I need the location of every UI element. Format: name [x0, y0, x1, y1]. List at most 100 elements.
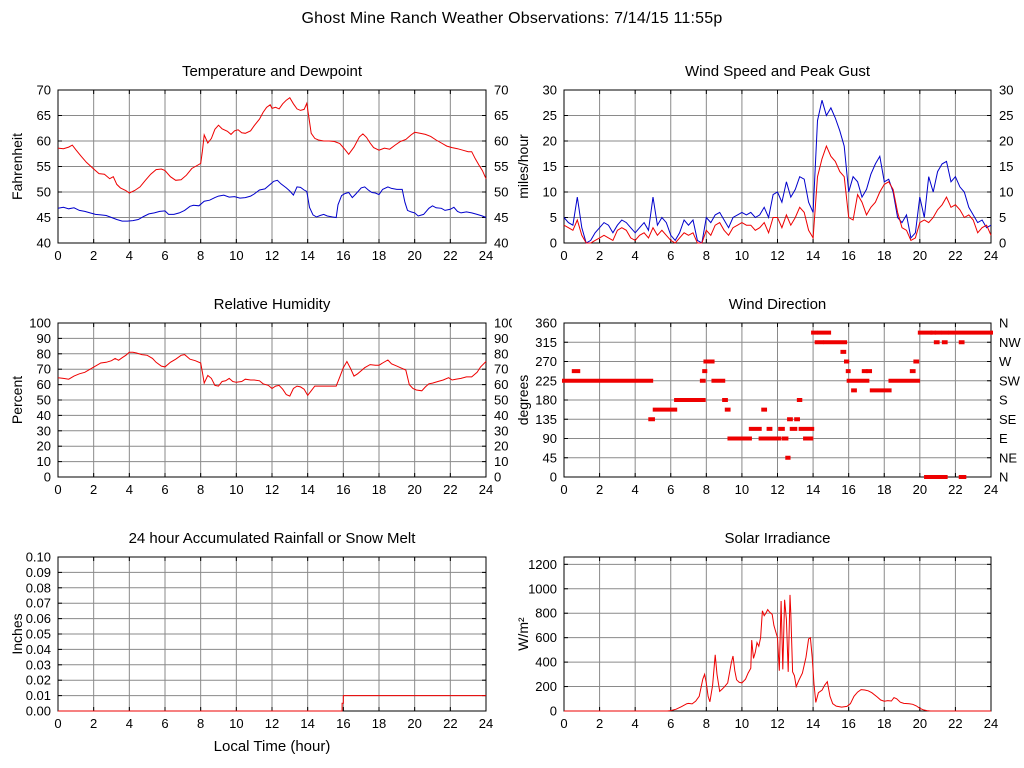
chart-title: Wind Direction: [729, 296, 827, 313]
y-tick-label: 1000: [528, 581, 557, 596]
y-tick-label-right: 50: [494, 185, 508, 200]
y-tick-label: 0.01: [26, 688, 51, 703]
scatter-run-wind-direction: [785, 455, 791, 460]
y-tick-label: 40: [37, 236, 51, 251]
y-tick-label: 55: [37, 159, 51, 174]
y-tick-label-right: 70: [494, 83, 508, 98]
y-tick-label: 0.02: [26, 673, 51, 688]
x-tick-label: 10: [735, 482, 749, 497]
scatter-run-wind-direction: [933, 340, 940, 345]
x-tick-label: 8: [197, 716, 204, 731]
x-tick-label: 10: [735, 248, 749, 263]
x-tick-label: 4: [126, 248, 133, 263]
scatter-run-wind-direction: [814, 340, 824, 345]
scatter-run-wind-direction: [928, 475, 936, 479]
scatter-run-wind-direction: [823, 340, 848, 345]
scatter-run-wind-direction: [888, 378, 921, 383]
scatter-run-wind-direction: [674, 398, 706, 402]
scatter-run-wind-direction: [940, 330, 949, 335]
y-tick-label: 50: [37, 393, 51, 408]
y-tick-label: 600: [535, 630, 557, 645]
x-tick-label: 18: [372, 248, 386, 263]
series-dewpoint: [57, 179, 487, 222]
x-tick-label: 8: [197, 482, 204, 497]
scatter-run-wind-direction: [796, 398, 803, 402]
y-tick-label: 45: [543, 450, 557, 465]
scatter-run-wind-direction: [924, 475, 932, 479]
y-tick-label-right: N: [999, 470, 1008, 485]
y-tick-label-right: SE: [999, 412, 1017, 427]
x-tick-label: 2: [596, 482, 603, 497]
chart-rainfall: 0.00 0.01 0.02 0.03 0.04 0.05 0.06 0.07 0.08 0.09…: [0, 525, 512, 768]
scatter-run-wind-direction: [843, 359, 850, 364]
x-tick-label: 12: [265, 248, 279, 263]
y-tick-label-right: 30: [999, 83, 1013, 98]
x-tick-label: 22: [948, 716, 962, 731]
y-tick-label-right: NE: [999, 450, 1017, 465]
x-tick-label: 20: [407, 716, 421, 731]
chart-title: 24 hour Accumulated Rainfall or Snow Mel…: [129, 530, 417, 547]
scatter-run-wind-direction: [958, 340, 965, 345]
scatter-run-wind-direction: [699, 378, 706, 383]
x-tick-label: 0: [54, 482, 61, 497]
y-tick-label-right: 45: [494, 210, 508, 225]
x-tick-label: 20: [913, 482, 927, 497]
scatter-run-wind-direction: [913, 359, 920, 364]
scatter-run-wind-direction: [766, 426, 773, 431]
x-tick-label: 16: [336, 248, 350, 263]
y-tick-label: 0.08: [26, 580, 51, 595]
y-tick-label: 0.06: [26, 611, 51, 626]
x-tick-label: 24: [479, 482, 493, 497]
series-wind-speed: [563, 144, 992, 244]
x-tick-label: 16: [841, 248, 855, 263]
y-tick-label-right: 20: [494, 439, 508, 454]
x-tick-label: 14: [300, 482, 314, 497]
x-tick-label: 6: [667, 716, 674, 731]
x-tick-label: 16: [336, 482, 350, 497]
x-tick-label: 12: [265, 716, 279, 731]
x-tick-label: 6: [161, 716, 168, 731]
y-tick-label-right: SW: [999, 373, 1021, 388]
scatter-run-wind-direction: [909, 369, 916, 374]
x-tick-label: 2: [90, 248, 97, 263]
scatter-run-wind-direction: [846, 378, 870, 383]
scatter-run-wind-direction: [571, 369, 581, 374]
x-tick-label: 14: [806, 248, 820, 263]
y-tick-label-right: 90: [494, 331, 508, 346]
chart-title: Temperature and Dewpoint: [182, 63, 363, 80]
x-tick-label: 2: [596, 248, 603, 263]
x-tick-label: 22: [443, 482, 457, 497]
y-tick-label: 10: [37, 454, 51, 469]
x-tick-label: 18: [372, 716, 386, 731]
y-axis-label: Fahrenheit: [9, 133, 25, 200]
y-tick-label: 60: [37, 377, 51, 392]
scatter-run-wind-direction: [758, 436, 765, 441]
y-tick-label: 50: [37, 185, 51, 200]
x-tick-label: 14: [300, 248, 314, 263]
y-tick-label-right: 40: [494, 236, 508, 251]
x-tick-label: 8: [703, 248, 710, 263]
y-tick-label: 1200: [528, 557, 557, 572]
y-tick-label: 0.10: [26, 550, 51, 565]
scatter-run-wind-direction: [941, 340, 948, 345]
chart-title: Solar Irradiance: [725, 530, 831, 547]
y-tick-label: 65: [37, 108, 51, 123]
y-tick-label-right: 20: [999, 134, 1013, 149]
x-tick-label: 6: [161, 248, 168, 263]
y-tick-label: 0.03: [26, 657, 51, 672]
chart-title: Relative Humidity: [214, 296, 331, 313]
y-tick-label: 15: [543, 159, 557, 174]
x-tick-label: 16: [336, 716, 350, 731]
x-tick-label: 10: [229, 716, 243, 731]
y-tick-label-right: E: [999, 431, 1008, 446]
y-tick-label: 90: [543, 431, 557, 446]
x-tick-label: 0: [560, 716, 567, 731]
y-tick-label: 80: [37, 346, 51, 361]
x-tick-label: 2: [90, 716, 97, 731]
scatter-run-wind-direction: [794, 417, 800, 422]
x-tick-label: 18: [877, 482, 891, 497]
y-tick-label-right: 40: [494, 408, 508, 423]
